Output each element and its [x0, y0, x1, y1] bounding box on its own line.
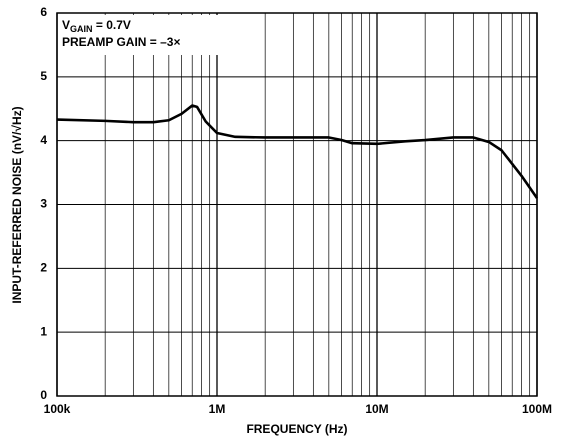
annotation: PREAMP GAIN = –3× — [62, 35, 181, 49]
annotation-text: PREAMP GAIN = –3× — [62, 35, 181, 49]
noise-line — [56, 104, 539, 199]
y-tick-label: 1 — [40, 324, 47, 338]
y-tick-label: 2 — [40, 261, 47, 275]
annotation-subscript: GAIN — [70, 24, 93, 34]
y-tick-label: 0 — [40, 388, 47, 402]
x-tick-label: 100k — [44, 402, 71, 416]
x-tick-label: 100M — [522, 402, 552, 416]
annotation-background — [59, 15, 219, 55]
y-axis-label: INPUT-REFERRED NOISE (nV/√Hz) — [10, 106, 24, 303]
x-tick-label: 10M — [365, 402, 388, 416]
x-axis-label: FREQUENCY (Hz) — [246, 422, 347, 436]
plot-border — [56, 12, 538, 397]
annotation-text: V — [62, 18, 70, 32]
y-tick-label: 4 — [40, 133, 47, 147]
annotation: VGAIN = 0.7V — [62, 18, 131, 34]
annotation-text: = 0.7V — [93, 18, 131, 32]
y-tick-label: 3 — [40, 197, 47, 211]
x-tick-label: 1M — [209, 402, 226, 416]
y-tick-label: 5 — [40, 69, 47, 83]
y-tick-label: 6 — [40, 5, 47, 19]
